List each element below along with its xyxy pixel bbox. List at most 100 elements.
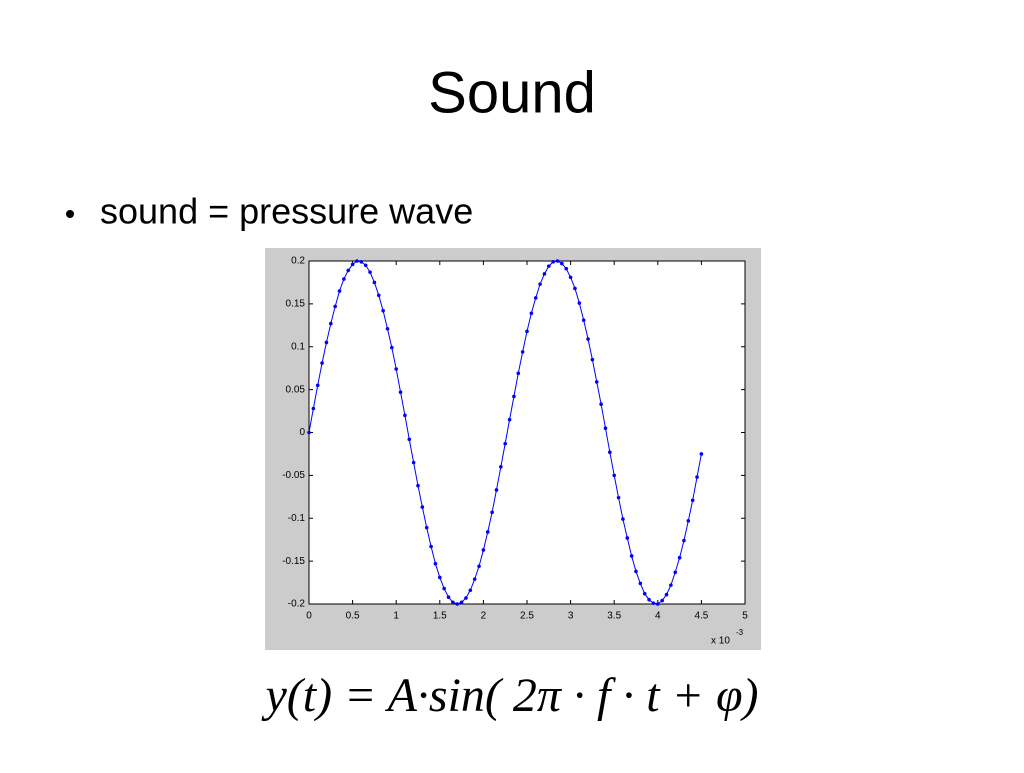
data-point [442, 586, 446, 591]
y-tick-label: 0.2 [291, 256, 305, 267]
x-multiplier: x 10 [711, 636, 730, 647]
data-point [542, 272, 547, 276]
data-point [621, 517, 625, 521]
data-point [329, 321, 333, 326]
data-point [333, 304, 337, 309]
x-multiplier-exponent: -3 [736, 628, 744, 637]
data-point [342, 277, 346, 281]
data-point [586, 337, 590, 341]
data-point [372, 280, 377, 285]
data-point [455, 602, 460, 606]
data-point [577, 301, 582, 305]
data-point [503, 441, 508, 446]
data-point [355, 259, 359, 263]
data-point [669, 583, 673, 587]
data-point [673, 570, 678, 575]
x-tick-label: 1.5 [433, 611, 447, 622]
data-point [677, 555, 682, 560]
y-tick-label: 0.15 [286, 299, 306, 310]
data-point [616, 495, 621, 500]
data-point [490, 510, 494, 515]
data-point [320, 361, 324, 365]
data-point [416, 483, 420, 488]
data-point [507, 417, 512, 422]
bullet-text: sound = pressure wave [100, 191, 473, 232]
data-point [307, 430, 311, 435]
data-point [555, 259, 560, 263]
x-tick-label: 2.5 [520, 611, 534, 622]
data-point [376, 293, 381, 298]
data-point [411, 460, 416, 465]
data-point [446, 595, 451, 599]
data-point [368, 270, 372, 274]
data-point [656, 602, 660, 606]
data-point [433, 561, 438, 566]
data-point [647, 597, 651, 602]
data-point [459, 600, 464, 605]
data-point [533, 296, 538, 300]
data-point [599, 402, 603, 407]
x-tick-label: 3 [568, 611, 574, 622]
y-tick-label: 0.1 [291, 341, 305, 352]
data-point [381, 308, 385, 313]
data-point [390, 345, 394, 350]
plot-area [308, 260, 746, 605]
bullet-dot [66, 210, 74, 218]
data-point [551, 260, 555, 264]
data-point [608, 450, 612, 455]
x-tick-label: 1 [393, 611, 399, 622]
y-tick-label: -0.2 [288, 599, 306, 610]
data-point [398, 390, 403, 394]
data-point [512, 394, 516, 399]
data-point [564, 266, 569, 271]
data-point [538, 282, 542, 286]
data-point [385, 326, 390, 331]
data-point [438, 575, 442, 580]
data-point [686, 519, 691, 523]
y-tick-label: 0 [299, 427, 305, 438]
data-point [560, 261, 564, 266]
data-point [638, 581, 643, 586]
slide-title: Sound [428, 60, 596, 125]
data-point [699, 452, 704, 456]
x-tick-label: 0 [306, 611, 312, 622]
data-point [629, 554, 634, 558]
data-point [547, 264, 551, 268]
data-point [516, 371, 521, 376]
y-tick-label: -0.05 [282, 470, 305, 481]
data-point [485, 530, 490, 534]
data-point [420, 505, 425, 509]
data-point [468, 588, 473, 593]
x-tick-label: 5 [742, 611, 748, 622]
y-tick-label: -0.15 [282, 556, 305, 567]
data-point [464, 596, 468, 600]
data-point [581, 318, 586, 322]
data-point [394, 367, 399, 371]
y-tick-label: 0.05 [286, 384, 306, 395]
data-point [311, 406, 316, 411]
data-point [682, 538, 686, 543]
data-point [520, 350, 525, 354]
data-point [481, 548, 486, 552]
data-point [664, 592, 669, 597]
data-point [660, 598, 664, 603]
data-point [525, 329, 529, 334]
data-point [359, 260, 364, 264]
x-tick-label: 3.5 [607, 611, 621, 622]
data-point [651, 601, 656, 605]
data-point [424, 525, 429, 530]
data-point [529, 311, 534, 316]
data-point [625, 536, 630, 540]
data-point [612, 473, 616, 478]
data-point [690, 498, 695, 503]
x-tick-label: 0.5 [346, 611, 360, 622]
data-point [429, 544, 433, 549]
data-point [642, 591, 647, 596]
x-tick-label: 4.5 [694, 611, 708, 622]
data-point [695, 475, 699, 479]
data-point [363, 263, 368, 268]
data-point [315, 383, 320, 388]
data-point [494, 488, 499, 492]
